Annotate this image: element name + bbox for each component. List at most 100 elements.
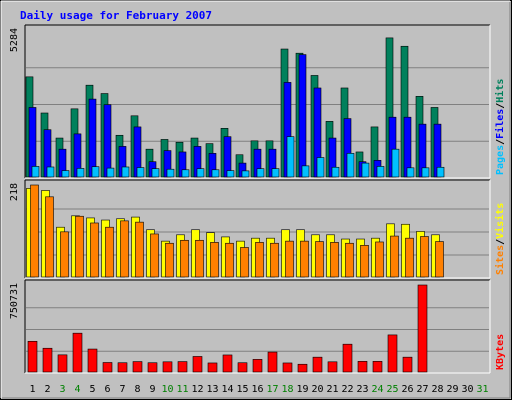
legend-entry: Sites <box>494 245 506 275</box>
bar-kbytes-day-21 <box>327 361 338 373</box>
bar-sites-day-8 <box>135 221 144 278</box>
series-pages <box>31 136 445 178</box>
bar-kbytes-day-3 <box>57 354 68 373</box>
bar-kbytes-day-6 <box>102 362 113 373</box>
bar-kbytes-day-14 <box>222 354 233 373</box>
legend-kbytes: KBytes <box>495 334 506 370</box>
legend-separator: / <box>495 103 506 109</box>
x-tick-label: 11 <box>176 384 188 395</box>
legend-hits-files-pages: Pages/Files/Hits <box>494 79 506 175</box>
x-tick-label: 26 <box>401 384 413 395</box>
bar-kbytes-day-18 <box>282 362 293 373</box>
bar-sites-day-22 <box>345 242 354 278</box>
bar-pages-day-27 <box>421 167 430 178</box>
bar-kbytes-day-17 <box>267 351 278 373</box>
bar-kbytes-day-16 <box>252 359 263 373</box>
bar-sites-day-11 <box>180 239 189 278</box>
legend-visits-sites: Sites/Visits <box>494 203 506 275</box>
x-tick-label: 4 <box>74 384 80 395</box>
bar-pages-day-12 <box>196 168 205 178</box>
bar-kbytes-day-24 <box>372 361 383 373</box>
bar-sites-day-27 <box>420 236 429 278</box>
bar-pages-day-28 <box>436 166 445 178</box>
bar-sites-day-12 <box>195 239 204 278</box>
x-tick-label: 18 <box>281 384 293 395</box>
bar-pages-day-24 <box>376 166 385 178</box>
bar-sites-day-9 <box>150 233 159 278</box>
series-kbytes <box>27 284 428 373</box>
bar-sites-day-28 <box>435 241 444 278</box>
bar-files-day-6 <box>103 104 112 178</box>
bar-sites-day-24 <box>375 241 384 278</box>
x-tick-label: 10 <box>161 384 173 395</box>
bar-pages-day-13 <box>211 169 220 178</box>
y-max-label: 218 <box>9 183 20 201</box>
bar-sites-day-5 <box>90 222 99 278</box>
x-tick-label: 3 <box>59 384 65 395</box>
x-tick-label: 17 <box>266 384 278 395</box>
x-tick-label: 31 <box>476 384 488 395</box>
bar-pages-day-21 <box>331 166 340 178</box>
bar-sites-day-18 <box>285 240 294 278</box>
series-sites <box>30 184 444 278</box>
bar-sites-day-4 <box>75 215 84 278</box>
bar-kbytes-day-22 <box>342 343 353 373</box>
x-tick-label: 2 <box>44 384 50 395</box>
bar-sites-day-20 <box>315 241 324 278</box>
bar-kbytes-day-1 <box>27 340 38 373</box>
bar-sites-day-3 <box>60 231 69 278</box>
panels: 5284Pages/Files/Hits218Sites/Visits75073… <box>9 24 506 374</box>
bar-sites-day-19 <box>300 240 309 278</box>
panel-kbytes: 750731 KBytes <box>9 279 506 374</box>
bar-sites-day-6 <box>105 226 114 278</box>
bar-kbytes-day-23 <box>357 361 368 373</box>
bar-pages-day-19 <box>301 165 310 178</box>
bar-kbytes-day-11 <box>177 361 188 373</box>
x-tick-label: 5 <box>89 384 95 395</box>
bar-sites-day-1 <box>30 184 39 278</box>
bar-sites-day-14 <box>225 242 234 278</box>
bar-pages-day-2 <box>46 166 55 178</box>
x-tick-label: 20 <box>311 384 323 395</box>
bar-sites-day-26 <box>405 237 414 278</box>
x-tick-label: 9 <box>149 384 155 395</box>
bar-sites-day-23 <box>360 245 369 278</box>
legend-entry: Hits <box>494 79 506 103</box>
bar-pages-day-14 <box>226 170 235 178</box>
series-files <box>28 54 442 178</box>
legend-entry: Visits <box>494 203 506 239</box>
bar-kbytes-day-4 <box>72 332 83 373</box>
x-tick-label: 6 <box>104 384 110 395</box>
bar-pages-day-17 <box>271 168 280 178</box>
x-tick-label: 15 <box>236 384 248 395</box>
bar-pages-day-22 <box>346 153 355 178</box>
x-tick-label: 13 <box>206 384 218 395</box>
bar-kbytes-day-7 <box>117 362 128 373</box>
bar-pages-day-5 <box>91 166 100 178</box>
legend-separator: / <box>495 239 506 245</box>
x-tick-label: 12 <box>191 384 203 395</box>
bar-kbytes-day-9 <box>147 362 158 373</box>
bar-sites-day-2 <box>45 196 54 278</box>
bar-pages-day-9 <box>151 168 160 178</box>
bar-files-day-19 <box>298 54 307 178</box>
bar-pages-day-20 <box>316 157 325 178</box>
x-tick-label: 27 <box>416 384 428 395</box>
bar-sites-day-21 <box>330 242 339 278</box>
bar-kbytes-day-19 <box>297 363 308 373</box>
x-tick-label: 23 <box>356 384 368 395</box>
bar-pages-day-25 <box>391 148 400 178</box>
bar-kbytes-day-5 <box>87 348 98 373</box>
bar-sites-day-13 <box>210 242 219 278</box>
bar-pages-day-6 <box>106 167 115 178</box>
x-tick-label: 24 <box>371 384 383 395</box>
bar-pages-day-10 <box>166 168 175 178</box>
x-tick-labels: 1 2 3 4 5 6 7 8 9 10 11 12 13 14 15 16 17 18 19 20 21 22 23 24 2… <box>29 384 488 395</box>
x-tick-label: 16 <box>251 384 263 395</box>
bar-kbytes-day-27 <box>417 284 428 373</box>
bar-pages-day-18 <box>286 136 295 178</box>
bar-pages-day-11 <box>181 169 190 178</box>
bar-pages-day-1 <box>31 166 40 178</box>
